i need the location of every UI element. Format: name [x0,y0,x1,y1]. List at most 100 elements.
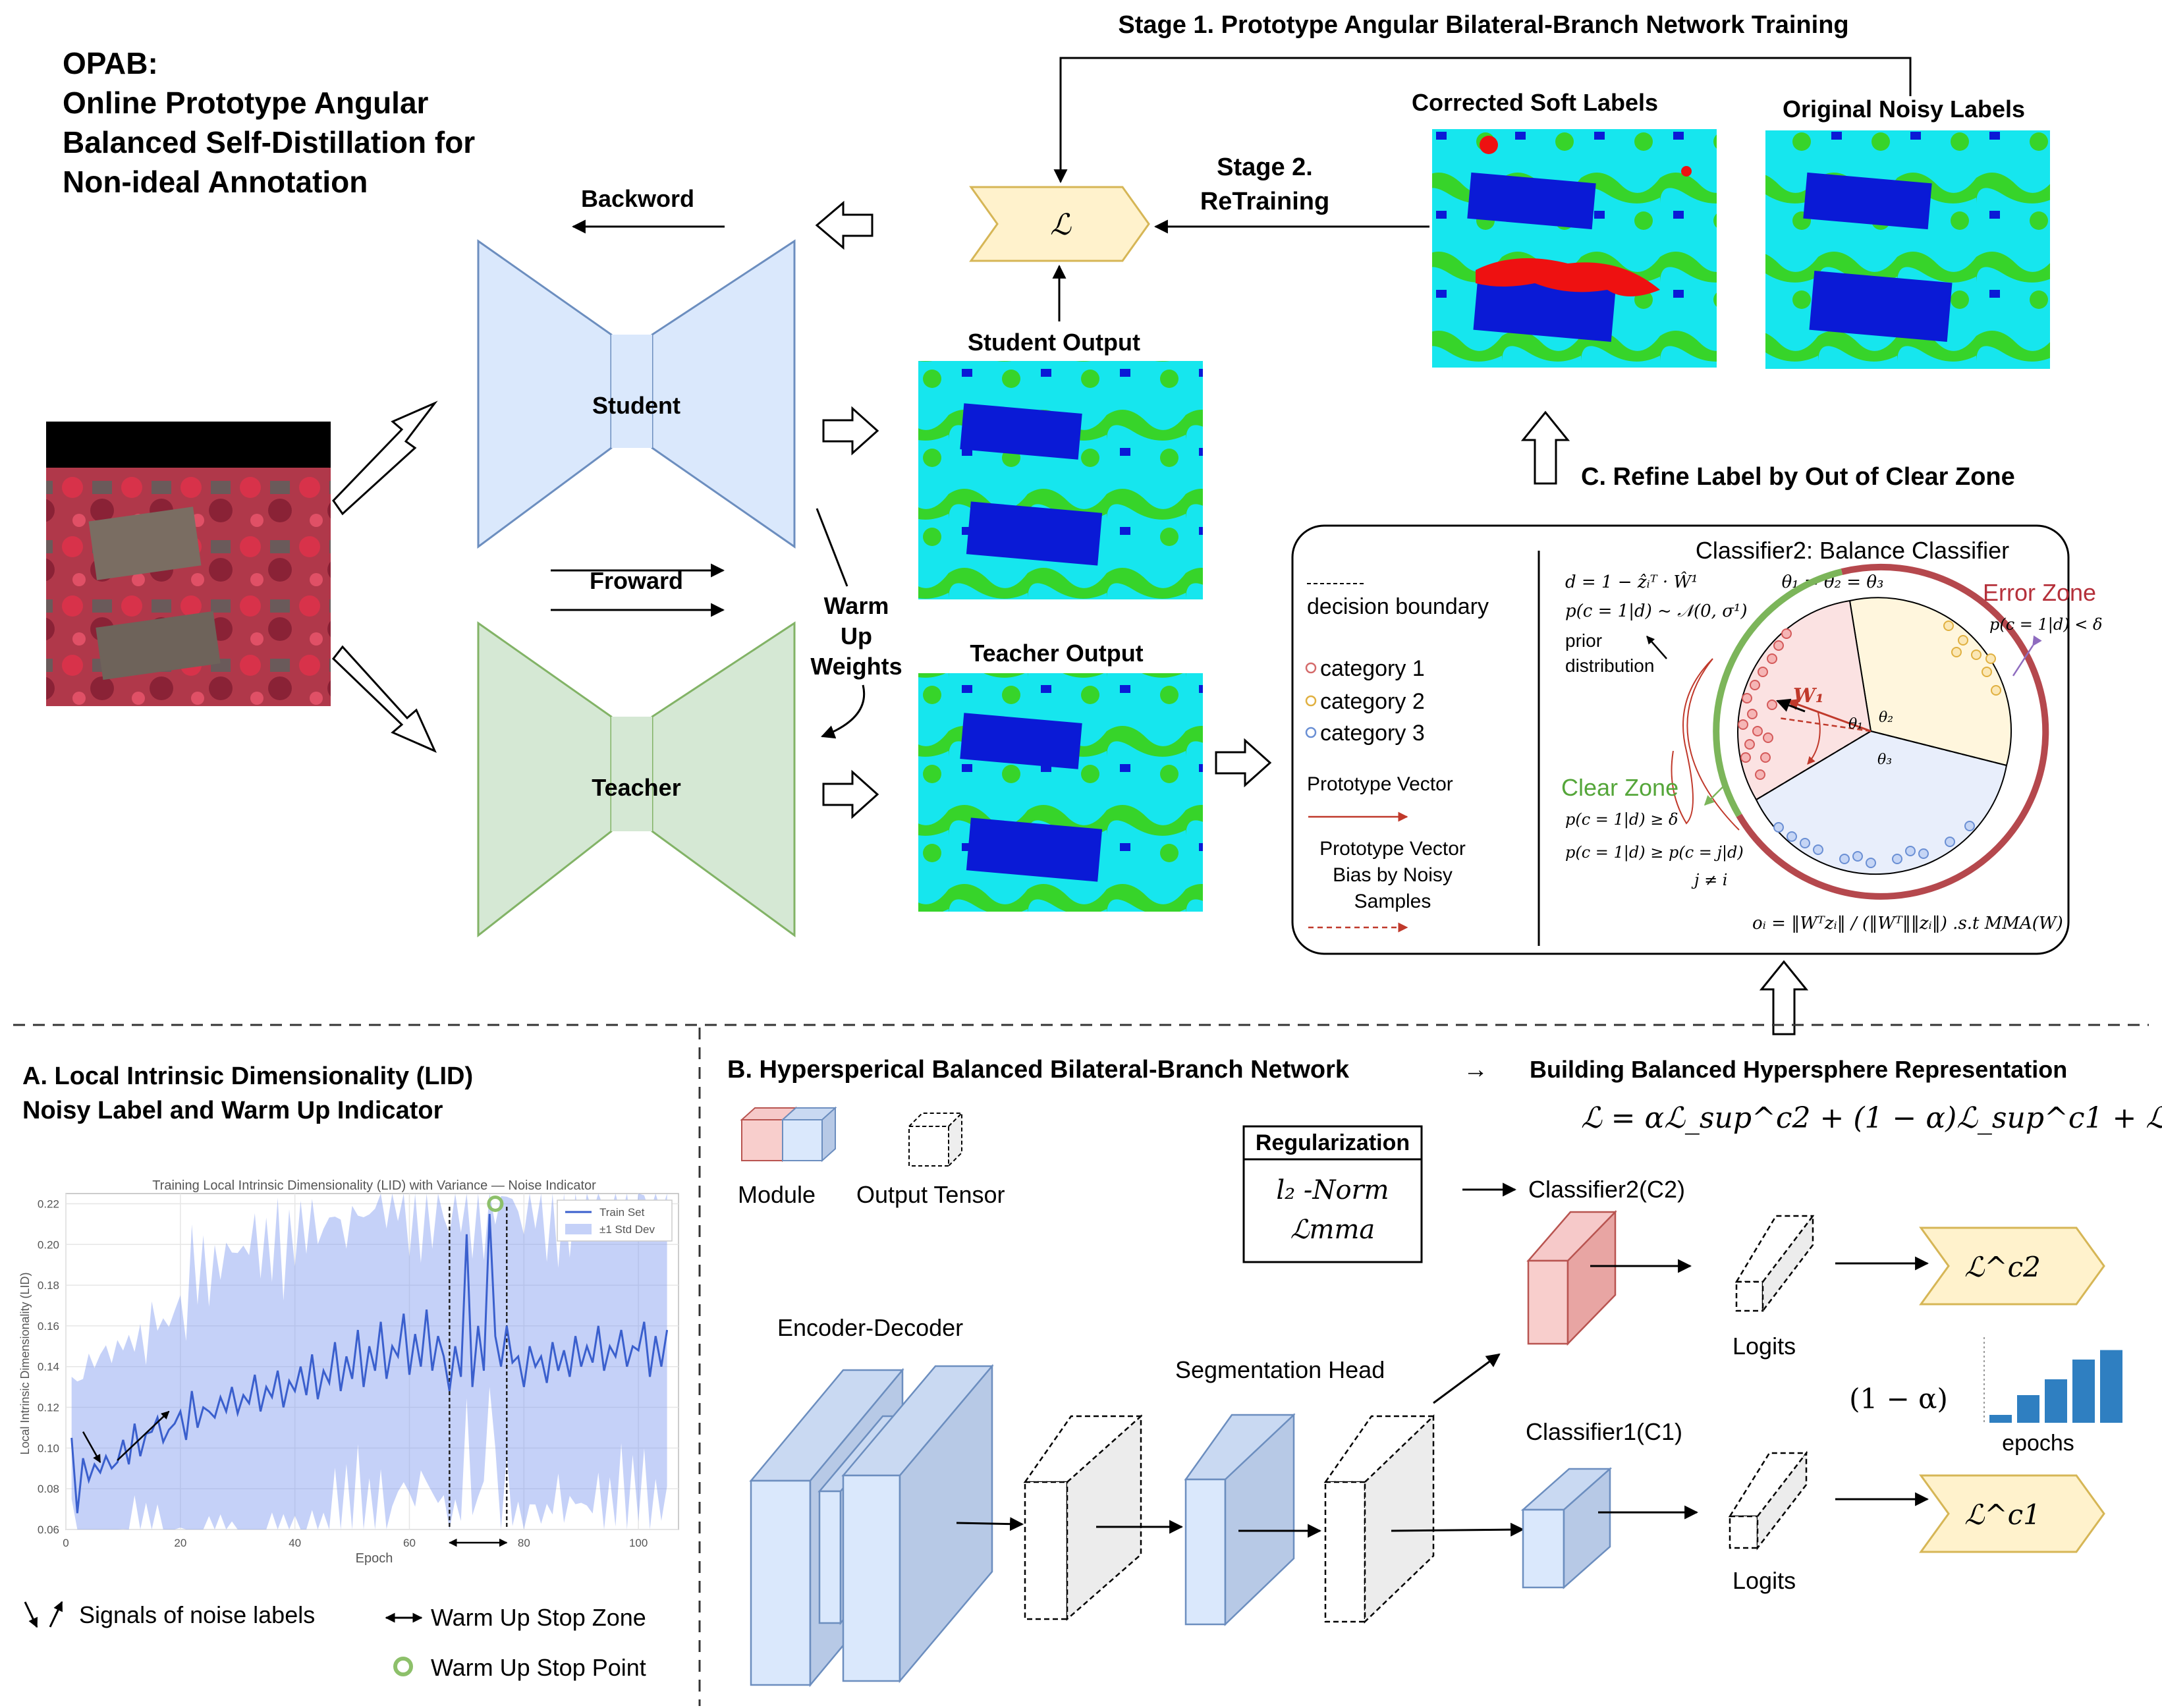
alpha-bar [2045,1379,2067,1423]
eq-d: d = 1 − ẑᵢᵀ · Ŵ¹ [1565,571,1698,592]
error-zone-label: Error Zone [1983,579,2096,606]
input-to-teacher-arrow [331,645,437,753]
classifier-title: Classifier2: Balance Classifier [1696,537,2009,564]
loss-symbol: ℒ [1050,208,1072,242]
hypersphere [1713,563,2049,900]
clear-zone-label: Clear Zone [1561,774,1678,801]
warm-label-3: Weights [810,653,902,680]
y-tick-label: 0.18 [38,1279,59,1292]
logits1-tensor [1728,1450,1808,1551]
chart-xlabel: Epoch [356,1551,393,1566]
stage1-label: Stage 1. Prototype Angular Bilateral-Bra… [1118,11,1848,39]
reg-title: Regularization [1256,1130,1410,1155]
encdec-label: Encoder-Decoder [777,1314,963,1341]
loss-c2-label: ℒ^c2 [1964,1251,2041,1283]
train-set-line [70,1213,669,1514]
hypersphere-up-arrow [1759,960,1809,1035]
y-tick-label: 0.10 [38,1442,59,1454]
segmentation-head-block [1184,1413,1296,1626]
module-legend: Module Output Tensor [738,1106,1005,1208]
legend-bias-2: Bias by Noisy [1333,864,1453,886]
eq-p: p(c = 1|d) ~ 𝒩(0, σ¹) [1565,601,1748,621]
x-tick-label: 20 [174,1537,186,1549]
prior-2: distribution [1565,655,1654,676]
sectionB-title: B. Hypersperical Balanced Bilateral-Bran… [727,1056,1350,1084]
epochs-label: epochs [2002,1431,2074,1456]
theta2-label: θ₂ [1879,709,1893,726]
regularization-box: Regularization l₂ -Norm ℒmma [1242,1125,1423,1263]
classifier2-block [1526,1209,1617,1346]
logits2-label: Logits [1732,1333,1796,1360]
c1-label: Classifier1(C1) [1526,1418,1682,1445]
corrected-label-title: Corrected Soft Labels [1412,89,1658,116]
teacher-output-image [918,673,1203,912]
student-output-label: Student Output [968,329,1140,356]
one-minus-alpha: (1 − α) [1849,1383,1948,1415]
warm-up-weights: Warm Up Weights [810,508,902,739]
sectionB-arrow: → [1463,1056,1488,1084]
cat1-marker [1305,662,1317,674]
stage2-label-1: Stage 2. [1217,153,1313,181]
alpha-schedule-bars [1983,1337,2122,1423]
legend-train: Train Set [599,1206,645,1219]
y-tick-label: 0.16 [38,1320,59,1333]
error-eq: p(c = 1|d) < δ [1989,615,2102,634]
sectionB-loss-eq: ℒ = αℒ_sup^c2 + (1 − α)ℒ_sup^c1 + ℒ_mma [1581,1101,2162,1135]
legend-cat3: category 3 [1320,721,1425,746]
input-image [46,422,331,706]
warm-label-2: Up [841,622,872,649]
y-tick-label: 0.20 [38,1238,59,1251]
legend-proto: Prototype Vector [1307,773,1453,795]
chart-legend: Train Set ±1 Std Dev [557,1199,673,1242]
student-network: Student [477,239,796,549]
theta1-label: θ₁ [1848,716,1863,732]
encoder-decoder-block [749,1364,994,1688]
legend-std: ±1 Std Dev [599,1223,655,1236]
sectionB-building: Building Balanced Hypersphere Representa… [1530,1056,2067,1083]
input-to-student-arrow [332,400,438,516]
x-tick-label: 0 [63,1537,69,1549]
y-tick-label: 0.12 [38,1402,59,1414]
loss-node: ℒ [969,186,1150,262]
student-label: Student [592,392,680,419]
student-output-image [918,361,1203,599]
alpha-bar [2100,1350,2122,1423]
legend-stop-zone: Warm Up Stop Zone [431,1604,646,1631]
y-tick-label: 0.22 [38,1198,59,1210]
y-tick-label: 0.08 [38,1483,59,1495]
refine-up-arrow [1520,410,1570,485]
legend-signals: Signals of noise labels [79,1601,315,1628]
teacher-network: Teacher [477,621,796,938]
legend-bias-3: Samples [1354,891,1431,912]
alpha-bar [2072,1360,2095,1423]
output-to-classifier-arrow [1215,738,1272,788]
w1-label: W₁ [1793,684,1824,707]
clear-eq-2: p(c = 1|d) ≥ p(c = j|d) [1565,843,1744,862]
title-line-2: Online Prototype Angular [63,86,429,120]
x-tick-label: 40 [289,1537,301,1549]
warm-label-1: Warm [824,592,889,619]
sectionA-title-1: A. Local Intrinsic Dimensionality (LID) [22,1062,473,1090]
title-block: OPAB: Online Prototype Angular Balanced … [63,46,475,199]
stop-point-marker [393,1657,413,1676]
title-line-1: OPAB: [63,46,158,80]
reg-mma: ℒmma [1290,1215,1375,1245]
loss-c1-node: ℒ^c1 [1919,1474,2105,1553]
chart-ylabel: Local Intrinsic Dimensionality (LID) [18,1272,32,1454]
legend-bias-1: Prototype Vector [1319,838,1466,860]
chart-title: Training Local Intrinsic Dimensionality … [152,1178,596,1193]
std-band [71,1194,667,1529]
module-label: Module [738,1181,816,1208]
loss-c2-node: ℒ^c2 [1919,1226,2105,1306]
original-label-title: Original Noisy Labels [1783,96,2025,123]
clear-eq-1: p(c = 1|d) ≥ δ [1565,810,1678,829]
legend-cat1: category 1 [1320,656,1425,681]
theta3-label: θ₃ [1877,752,1892,768]
alpha-bar [1989,1415,2012,1423]
c2-label: Classifier2(C2) [1528,1176,1685,1203]
y-tick-label: 0.14 [38,1361,59,1373]
seghead-label: Segmentation Head [1175,1356,1385,1383]
student-to-output-arrow [822,406,879,456]
classifier-panel: decision boundary category 1 category 2 … [1291,524,2102,955]
classifier1-block [1520,1467,1613,1589]
